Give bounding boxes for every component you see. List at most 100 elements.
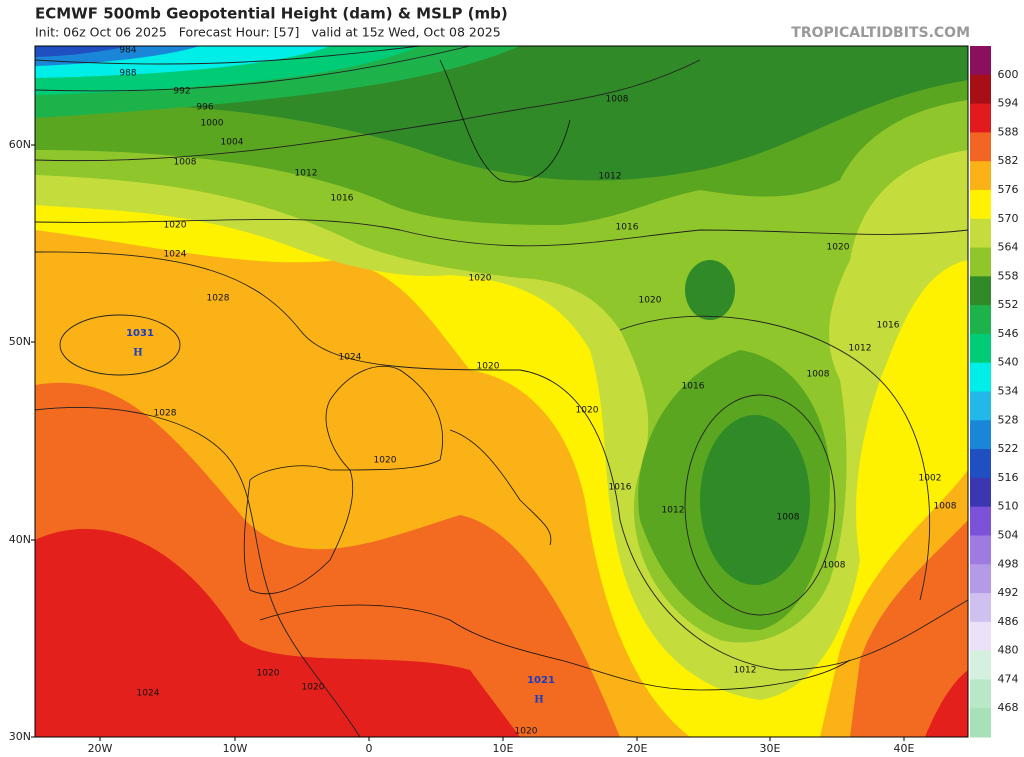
isobar-label: 1020 (827, 243, 850, 253)
isobar-label: 1008 (807, 370, 830, 380)
isobar-label: 1016 (331, 194, 354, 204)
isobar-label: 1020 (576, 406, 599, 416)
isobar-label: 1000 (201, 119, 224, 129)
colorbar-label: 540 (998, 356, 1019, 369)
isobar-label: 996 (196, 103, 213, 113)
colorbar-swatch (970, 477, 991, 508)
lat-label: 40N (9, 533, 31, 546)
watermark: TROPICALTIDBITS.COM (791, 25, 970, 41)
colorbar-label: 474 (998, 672, 1019, 685)
colorbar-label: 594 (998, 97, 1019, 110)
isobar-label: 1028 (154, 409, 177, 419)
colorbar-label: 582 (998, 154, 1019, 167)
colorbar-swatch (970, 276, 991, 306)
isobar-label: 1012 (849, 344, 872, 354)
isobar-label: 1020 (477, 362, 500, 372)
colorbar-swatch (970, 535, 991, 565)
isobar-label: 1020 (257, 669, 280, 679)
lon-label: 30E (760, 742, 781, 755)
isobar-label: 1012 (662, 506, 685, 516)
lat-label: 30N (9, 730, 31, 743)
lon-label: 0 (366, 742, 373, 755)
title: ECMWF 500mb Geopotential Height (dam) & … (35, 5, 508, 23)
lat-label: 60N (9, 138, 31, 151)
isobar-label: 1012 (295, 169, 318, 179)
colorbar-swatch (970, 593, 991, 623)
isobar-label: 1020 (515, 727, 538, 737)
colorbar-swatch (970, 679, 991, 709)
colorbar-label: 486 (998, 615, 1019, 628)
isobars (35, 46, 968, 737)
lat-label: 50N (9, 335, 31, 348)
isobar-label: 1012 (734, 666, 757, 676)
colorbar-swatch (970, 449, 991, 479)
height-field (35, 46, 968, 737)
colorbar-label: 564 (998, 241, 1019, 254)
high-pressure: 1021 (527, 675, 555, 686)
lon-label: 10E (493, 742, 514, 755)
colorbar-label: 570 (998, 212, 1019, 225)
colorbar-label: 552 (998, 298, 1019, 311)
colorbar-label: 558 (998, 269, 1019, 282)
band (35, 46, 130, 57)
colorbar-swatch (970, 189, 991, 220)
isobar-label: 1008 (934, 502, 957, 512)
colorbar-label: 576 (998, 183, 1019, 196)
isobar-label: 1020 (469, 274, 492, 284)
isobar-label: 1024 (137, 689, 160, 699)
band (685, 260, 735, 320)
colorbar-label: 468 (998, 701, 1019, 714)
colorbar-swatch (970, 305, 991, 335)
colorbar-label: 600 (998, 68, 1019, 81)
colorbar-swatch (970, 362, 991, 392)
colorbar-swatch (970, 132, 991, 162)
isobar-label: 1012 (599, 172, 622, 182)
colorbar-label: 480 (998, 644, 1019, 657)
colorbar-swatch (970, 161, 991, 191)
isobar-label: 1020 (374, 456, 397, 466)
isobar-label: 988 (119, 69, 136, 79)
colorbar-swatch (970, 46, 991, 76)
colorbar-label: 504 (998, 528, 1019, 541)
colorbar-label: 516 (998, 471, 1019, 484)
isobar-label: 1020 (639, 296, 662, 306)
isobar-label: 1020 (302, 683, 325, 693)
colorbar-label: 522 (998, 442, 1019, 455)
lon-label: 20E (627, 742, 648, 755)
coastlines (243, 59, 851, 691)
colorbar-swatch (970, 420, 991, 450)
colorbar-label: 498 (998, 557, 1019, 570)
labels: 984 988 992 996 1000 1004 1008 1012 1016 1020 1024… (119, 46, 956, 737)
colorbar-swatch (970, 103, 991, 133)
isobar-label: 1020 (164, 221, 187, 231)
colorbar-swatch (970, 391, 991, 421)
colorbar-swatch (970, 564, 991, 594)
colorbar-label: 510 (998, 500, 1019, 513)
map-frame (34, 45, 969, 738)
subtitle: Init: 06z Oct 06 2025 Forecast Hour: [57… (35, 25, 501, 40)
colorbar-label: 528 (998, 413, 1019, 426)
colorbar-swatch (970, 650, 991, 680)
isobar-label: 1028 (207, 294, 230, 304)
lon-label: 40E (894, 742, 915, 755)
isobar-label: 1024 (339, 353, 362, 363)
colorbar-swatch (970, 74, 991, 105)
isobar-label: 1016 (877, 321, 900, 331)
isobar-label: 1008 (606, 95, 629, 105)
lon-label: 10W (223, 742, 248, 755)
isobar-label: 1016 (682, 382, 705, 392)
isobar-label: 992 (173, 87, 190, 97)
isobar-label: 1008 (823, 561, 846, 571)
colorbar-swatch (970, 621, 991, 652)
colorbar-label: 534 (998, 385, 1019, 398)
band (35, 528, 520, 737)
isobar-label: 1008 (777, 513, 800, 523)
colorbar-swatch (970, 506, 991, 536)
colorbar-label: 492 (998, 586, 1019, 599)
colorbar-label: 588 (998, 125, 1019, 138)
colorbar-label: 546 (998, 327, 1019, 340)
high-symbol: H (133, 348, 142, 359)
isobar-label: 1024 (164, 250, 187, 260)
lon-label: 20W (88, 742, 113, 755)
